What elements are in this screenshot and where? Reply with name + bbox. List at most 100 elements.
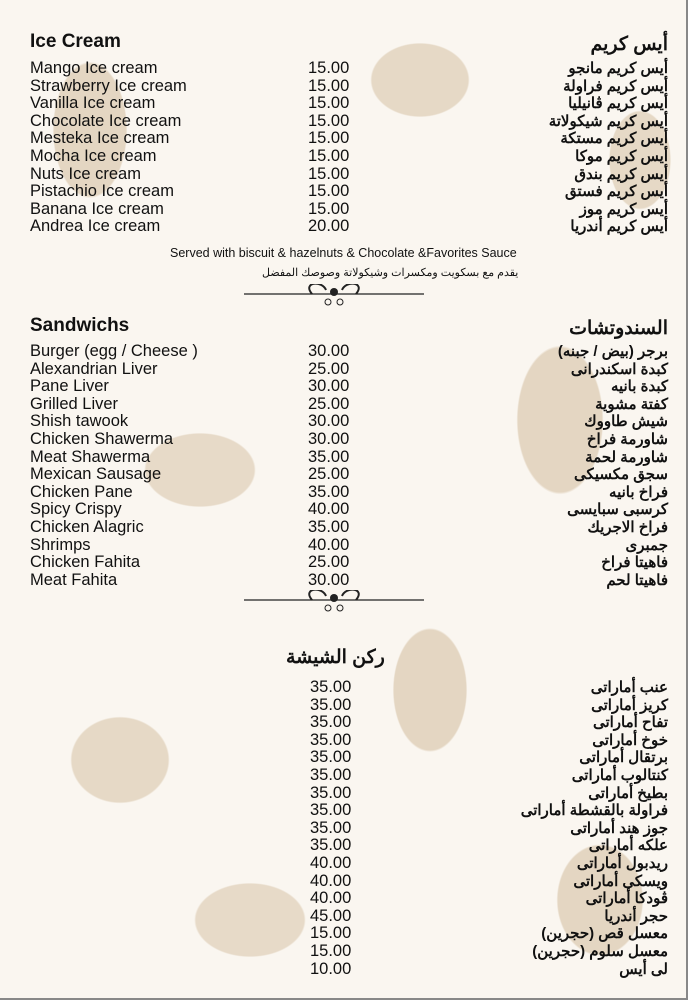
menu-item-name-ar: أيس كريم أندريا [570, 218, 668, 236]
menu-item-price: 30.00 [308, 570, 350, 589]
menu-item-price: 45.00 [310, 906, 352, 925]
menu-item-name-ar: أيس كريم مانجو [568, 60, 668, 77]
menu-item-name-ar: بطيخ أماراتى [588, 784, 668, 802]
menu-item-price: 40.00 [310, 853, 352, 872]
menu-item-name-ar: فاهيتا لحم [606, 571, 668, 589]
menu-item-name-ar: معسل قص (حجرين) [541, 925, 668, 943]
menu-item-name-ar: كريز أماراتى [591, 696, 668, 714]
menu-item-name-ar: فراخ بانيه [609, 483, 668, 501]
menu-item-name-en: Pistachio Ice cream [30, 182, 174, 201]
menu-item-name-en: Chicken Fahita [30, 553, 141, 572]
menu-item-name-en: Mango Ice cream [30, 59, 158, 77]
menu-item-name-ar: كبدة بانيه [610, 378, 668, 396]
menu-item-price: 15.00 [308, 199, 350, 218]
menu-item-name-en: Strawberry Ice cream [30, 76, 187, 95]
menu-item-name-en: Alexandrian Liver [30, 359, 158, 378]
ice-cream-title-ar: أيس كريم [590, 34, 668, 55]
menu-item-name-ar: جمبرى [625, 536, 669, 554]
menu-item-price: 30.00 [308, 412, 350, 431]
sandwiches-names-en: Burger (egg / Cheese ) Alexandrian Liver P… [30, 342, 198, 589]
menu-item-price: 30.00 [308, 342, 350, 360]
sandwiches-prices: 30.00 25.00 30.00 25.00 30.00 30.00 35.00 25.00… [308, 342, 350, 589]
menu-item-price: 40.00 [308, 500, 350, 519]
menu-item-name-en: Meat Shawerma [30, 447, 151, 466]
menu-item-name-ar: أيس كريم ڤانيليا [568, 95, 668, 113]
menu-item-price: 35.00 [308, 447, 350, 466]
menu-item-price: 35.00 [310, 801, 352, 820]
menu-item-name-ar: برجر (بيض / جبنه) [557, 343, 668, 360]
menu-item-name-ar: شيش طاووك [584, 413, 668, 431]
menu-item-name-ar: سجق مكسيكى [574, 466, 668, 484]
menu-item-name-ar: معسل سلوم (حجرين) [532, 942, 668, 960]
menu-item-price: 25.00 [308, 394, 350, 413]
menu-item-name-ar: خوخ أماراتى [592, 731, 668, 749]
menu-item-price: 10.00 [310, 959, 352, 978]
menu-item-name-en: Shrimps [30, 535, 91, 554]
menu-item-name-ar: أيس كريم فستق [565, 183, 668, 201]
menu-item-price: 40.00 [308, 535, 350, 554]
menu-item-name-ar: ڤودكا أماراتى [585, 890, 668, 908]
menu-item-name-ar: تفاح أماراتى [592, 714, 668, 732]
menu-item-name-en: Mexican Sausage [30, 465, 162, 484]
sandwiches-title-en: Sandwichs [30, 315, 130, 336]
menu-item-name-ar: ريدبول أماراتى [576, 854, 668, 872]
menu-item-name-ar: أيس كريم فراولة [563, 77, 668, 95]
menu-item-price: 30.00 [308, 377, 350, 396]
menu-item-price: 40.00 [310, 871, 352, 890]
menu-item-price: 35.00 [310, 695, 352, 714]
menu-item-name-en: Meat Fahita [30, 570, 118, 589]
menu-item-name-en: Vanilla Ice cream [30, 94, 156, 113]
ice-cream-note-en: Served with biscuit & hazelnuts & Chocol… [170, 246, 517, 260]
menu-item-price: 15.00 [308, 129, 350, 148]
menu-item-name-ar: فاهيتا فراخ [601, 554, 668, 572]
menu-item-name-ar: ويسكى أماراتى [573, 872, 668, 890]
shisha-title-ar: ركن الشيشة [286, 647, 385, 668]
menu-item-name-ar: أيس كريم بندق [574, 165, 668, 183]
menu-item-name-ar: كفتة مشوية [595, 395, 668, 413]
menu-item-name-ar: كبدة اسكندرانى [570, 360, 668, 378]
menu-item-price: 35.00 [308, 482, 350, 501]
menu-item-name-en: Mesteka Ice cream [30, 129, 170, 148]
sandwiches-names-ar: برجر (بيض / جبنه) كبدة اسكندرانى كبدة باني… [558, 343, 668, 589]
menu-item-price: 25.00 [308, 553, 350, 572]
sandwiches-title-ar: السندوتشات [569, 318, 668, 339]
menu-item-price: 40.00 [310, 889, 352, 908]
menu-item-name-en: Burger (egg / Cheese ) [30, 342, 198, 360]
menu-item-price: 15.00 [308, 164, 350, 183]
menu-item-price: 35.00 [310, 678, 352, 696]
ice-cream-note-ar: يقدم مع بسكويت ومكسرات وشيكولاتة وصوصك ا… [262, 267, 519, 279]
menu-item-name-ar: أيس كريم موكا [575, 147, 668, 165]
menu-item-name-ar: فراخ الاجريك [587, 518, 668, 536]
shisha-prices: 35.00 35.00 35.00 35.00 35.00 35.00 35.00 35.00… [310, 678, 352, 978]
menu-item-price: 35.00 [310, 730, 352, 749]
menu-item-name-en: Chocolate Ice cream [30, 111, 182, 130]
menu-item-price: 35.00 [310, 765, 352, 784]
menu-item-name-en: Mocha Ice cream [30, 146, 157, 165]
menu-item-price: 15.00 [308, 59, 350, 77]
menu-item-price: 30.00 [308, 429, 350, 448]
menu-item-price: 15.00 [310, 941, 352, 960]
menu-item-name-en: Nuts Ice cream [30, 164, 141, 183]
menu-item-name-ar: أيس كريم شيكولاتة [548, 112, 668, 130]
menu-item-name-en: Chicken Pane [30, 482, 133, 501]
menu-item-name-en: Shish tawook [30, 412, 129, 431]
menu-item-price: 25.00 [308, 359, 350, 378]
menu-item-price: 35.00 [310, 818, 352, 837]
ice-cream-names-ar: أيس كريم مانجو أيس كريم فراولة أيس كريم ڤا… [549, 60, 668, 236]
menu-item-price: 25.00 [308, 465, 350, 484]
menu-item-name-en: Chicken Shawerma [30, 429, 174, 448]
menu-item-name-ar: حجر أندريا [604, 907, 668, 925]
menu-item-name-ar: أيس كريم موز [579, 200, 668, 218]
menu-item-name-ar: فراولة بالقشطة أماراتى [520, 802, 668, 820]
ornament-divider [244, 590, 424, 612]
menu-item-name-ar: شاورمة لحمة [585, 448, 668, 466]
menu-item-name-ar: كنتالوب أماراتى [571, 766, 668, 784]
menu-item-price: 15.00 [310, 924, 352, 943]
menu-item-price: 15.00 [308, 146, 350, 165]
menu-item-name-en: Pane Liver [30, 377, 109, 396]
menu-item-name-ar: علكه أماراتى [588, 837, 668, 855]
menu-item-price: 35.00 [310, 783, 352, 802]
menu-item-name-en: Chicken Alagric [30, 517, 144, 536]
